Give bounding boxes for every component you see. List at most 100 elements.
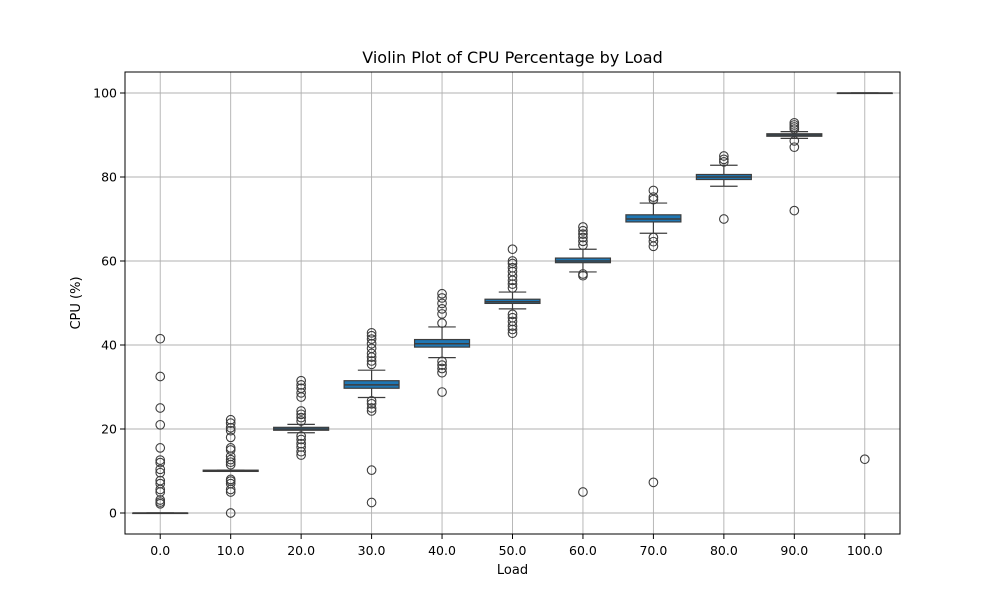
outlier-point	[507, 283, 518, 293]
y-tick-label: 20	[101, 422, 117, 437]
y-tick-label: 60	[101, 254, 117, 269]
outlier-point	[296, 409, 306, 420]
outlier-point	[296, 412, 306, 423]
outlier-point	[437, 367, 447, 378]
outlier-point	[578, 269, 588, 279]
outlier-point	[719, 157, 729, 167]
outlier-point	[366, 348, 377, 359]
outlier-point	[155, 333, 166, 344]
outlier-point	[366, 359, 377, 370]
outlier-point	[366, 356, 377, 366]
outlier-point	[578, 240, 588, 250]
outlier-point	[578, 229, 588, 239]
box-group-30.0	[343, 327, 400, 508]
grid-layer	[125, 72, 900, 534]
outlier-point	[437, 363, 447, 374]
outlier-point	[225, 457, 236, 468]
outlier-point	[366, 403, 377, 413]
outlier-point	[507, 266, 518, 277]
outlier-point	[296, 383, 306, 394]
outlier-point	[366, 398, 377, 409]
outlier-point	[507, 309, 518, 320]
outlier-point	[437, 318, 447, 329]
outlier-point	[296, 446, 306, 457]
outlier-point	[225, 425, 236, 436]
outlier-point	[437, 293, 447, 303]
outlier-point	[155, 371, 166, 382]
box-group-50.0	[484, 244, 541, 339]
outlier-point	[437, 304, 447, 314]
outlier-point	[155, 457, 166, 468]
axis-layer: 0 20 40 60 80 100 0.0 10.0 20.0 30.0 40.0 50.0 60.0 7…	[93, 86, 883, 559]
x-tick-label: 40.0	[428, 543, 456, 558]
outlier-point	[366, 465, 377, 476]
x-tick-label: 30.0	[358, 543, 386, 558]
outlier-point	[225, 418, 236, 428]
outlier-point	[648, 194, 659, 205]
y-tick-label: 0	[109, 506, 117, 521]
box-group-20.0	[273, 375, 330, 460]
outlier-point	[366, 396, 377, 406]
outlier-point	[648, 185, 659, 196]
box-group-90.0	[766, 117, 823, 216]
outlier-point	[366, 497, 377, 508]
outlier-point	[155, 475, 166, 486]
box-group-40.0	[413, 288, 471, 397]
outlier-point	[507, 316, 518, 327]
outlier-point	[578, 487, 588, 497]
outlier-point	[578, 225, 588, 236]
outlier-point	[296, 388, 306, 398]
outlier-point	[366, 406, 377, 416]
outlier-point	[155, 464, 166, 475]
box-group-0.0	[132, 333, 189, 515]
x-tick-label: 80.0	[710, 543, 738, 558]
outlier-point	[366, 327, 377, 338]
outlier-point	[719, 154, 729, 165]
outlier-point	[296, 431, 306, 441]
outlier-point	[155, 478, 166, 489]
outlier-point	[578, 236, 588, 247]
outlier-point	[296, 434, 306, 445]
outlier-point	[296, 375, 306, 386]
outlier-point	[296, 450, 306, 460]
outlier-point	[296, 416, 306, 426]
box-group-70.0	[625, 185, 682, 488]
x-tick-label: 50.0	[499, 543, 527, 558]
outlier-point	[648, 477, 659, 488]
outlier-point	[437, 356, 447, 367]
outlier-point	[507, 244, 518, 255]
outlier-point	[225, 454, 236, 465]
box-group-10.0	[202, 414, 259, 518]
outlier-point	[437, 298, 447, 309]
outlier-point	[719, 151, 729, 161]
outlier-point	[225, 443, 236, 453]
outlier-point	[507, 312, 518, 323]
outlier-point	[648, 192, 659, 203]
outlier-point	[296, 406, 306, 416]
outlier-point	[507, 279, 518, 289]
outlier-point	[437, 309, 447, 319]
outlier-point	[437, 387, 447, 397]
outlier-point	[578, 232, 588, 243]
y-tick-label: 80	[101, 170, 117, 185]
y-axis-label: CPU (%)	[69, 276, 84, 329]
chart-title: Violin Plot of CPU Percentage by Load	[362, 48, 663, 67]
x-tick-label: 60.0	[569, 543, 597, 558]
box-group-60.0	[554, 222, 612, 497]
outlier-point	[507, 262, 518, 273]
outlier-point	[155, 467, 166, 478]
outlier-point	[366, 330, 377, 341]
outlier-point	[155, 495, 166, 505]
outlier-point	[507, 324, 518, 335]
x-tick-label: 0.0	[150, 543, 170, 558]
y-tick-label: 40	[101, 338, 117, 353]
x-tick-label: 20.0	[287, 543, 315, 558]
outlier-point	[366, 334, 377, 344]
outlier-point	[155, 455, 166, 465]
outlier-point	[507, 258, 518, 269]
outlier-point	[789, 205, 800, 216]
y-tick-label: 100	[93, 86, 117, 101]
outlier-point	[719, 214, 729, 224]
outlier-point	[507, 328, 518, 339]
